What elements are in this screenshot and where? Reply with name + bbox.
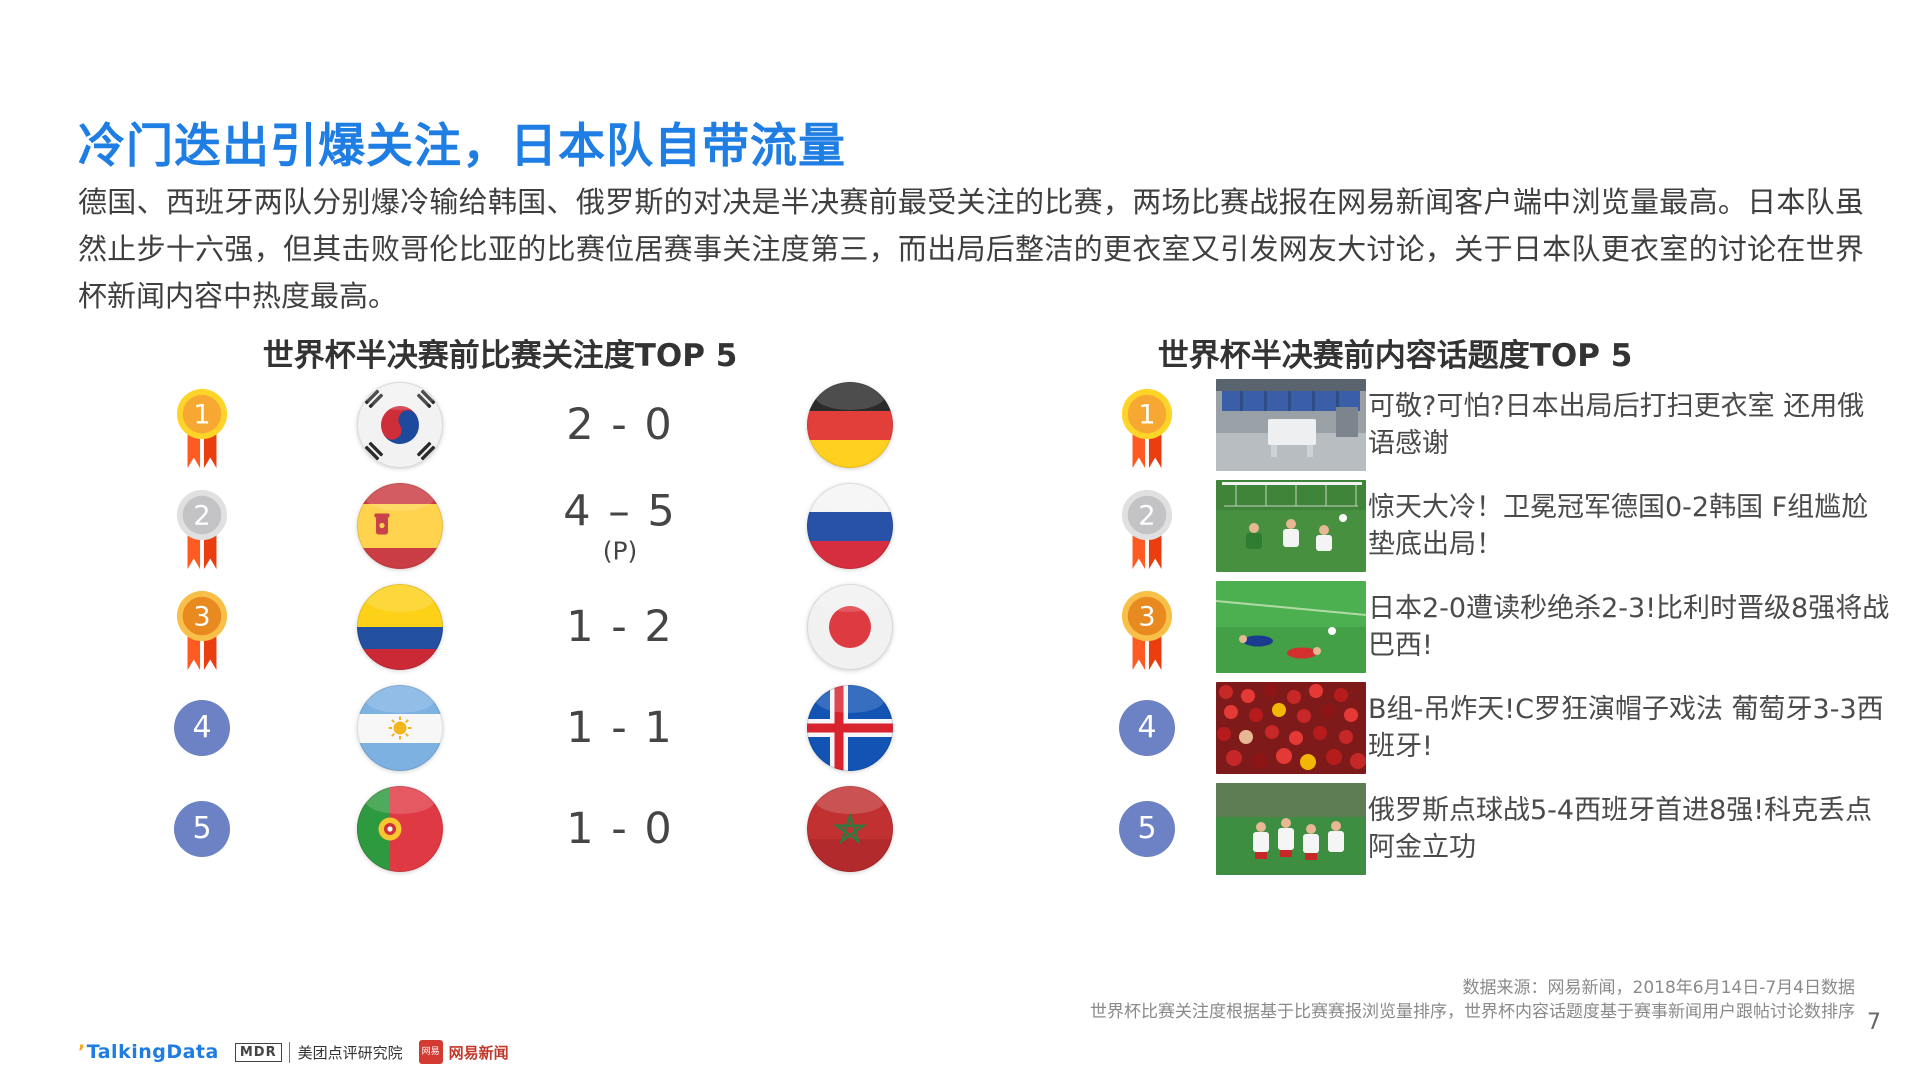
meituan-research-logo: MDR 美团点评研究院 — [234, 1041, 403, 1063]
match-score: 1 - 1 — [506, 703, 734, 753]
match-score: 2 - 0 — [506, 400, 734, 450]
match-ranking-list: 1 2 - 0 2 — [110, 374, 930, 879]
score-value: 1 - 1 — [566, 702, 674, 753]
meituan-research-label: 美团点评研究院 — [288, 1041, 403, 1063]
flag-morocco-icon — [806, 785, 894, 873]
news-thumbnail-players-on-pitch — [1216, 580, 1366, 673]
netease-news-logo: 网易 网易新闻 — [418, 1040, 509, 1064]
rank-1-medal-icon: 1 — [173, 387, 231, 470]
svg-text:3: 3 — [193, 601, 210, 632]
match-row: 5 1 - 0 — [110, 778, 930, 879]
news-headline: 俄罗斯点球战5-4西班牙首进8强!科克丢点阿金立功 — [1368, 794, 1873, 863]
flag-russia-icon — [806, 482, 894, 570]
news-headline: 日本2-0遭读秒绝杀2-3!比利时晋级8强将战巴西! — [1368, 592, 1890, 661]
score-note: (P) — [602, 536, 638, 565]
news-row: 5 俄罗斯点球战5-4西班牙首进8强!科克丢点阿金立功 — [1100, 778, 1900, 879]
talkingdata-logo: ’TalkingData — [78, 1041, 219, 1063]
right-panel-title: 世界杯半决赛前内容话题度TOP 5 — [1157, 337, 1633, 374]
match-row: 3 1 - 2 — [110, 576, 930, 677]
news-row: 4 B组-吊炸天!C罗狂演帽子戏法 葡萄牙3-3西班牙! — [1100, 677, 1900, 778]
news-ranking-list: 1 可敬?可怕?日本出局后打扫更衣室 还用俄语感谢 2 惊天大冷！卫冕冠军德国0… — [1100, 374, 1900, 879]
rank-5-medal-icon: 5 — [1118, 800, 1176, 857]
flag-portugal-icon — [356, 785, 444, 873]
match-score: 4 – 5 (P) — [506, 486, 734, 565]
news-thumbnail-team-celebration — [1216, 782, 1366, 875]
match-row: 1 2 - 0 — [110, 374, 930, 475]
svg-text:3: 3 — [1138, 601, 1155, 632]
rank-3-medal-icon: 3 — [173, 589, 231, 672]
rank-5-medal-icon: 5 — [173, 800, 231, 857]
score-value: 2 - 0 — [566, 399, 674, 450]
match-row: 2 4 – 5 (P) — [110, 475, 930, 576]
rank-2-medal-icon: 2 — [173, 488, 231, 571]
rank-3-medal-icon: 3 — [1118, 589, 1176, 672]
svg-text:2: 2 — [1138, 500, 1155, 531]
news-headline: 惊天大冷！卫冕冠军德国0-2韩国 F组尴尬垫底出局！ — [1368, 491, 1869, 560]
data-source-line: 数据来源：网易新闻，2018年6月14日-7月4日数据 — [1462, 978, 1855, 998]
rank-4-medal-icon: 4 — [1118, 699, 1176, 756]
svg-text:1: 1 — [193, 399, 210, 430]
mdr-mark-icon: MDR — [234, 1042, 282, 1062]
news-row: 2 惊天大冷！卫冕冠军德国0-2韩国 F组尴尬垫底出局！ — [1100, 475, 1900, 576]
flag-colombia-icon — [356, 583, 444, 671]
news-row: 1 可敬?可怕?日本出局后打扫更衣室 还用俄语感谢 — [1100, 374, 1900, 475]
page-title: 冷门迭出引爆关注，日本队自带流量 — [78, 119, 846, 175]
flag-argentina-icon — [356, 684, 444, 772]
flag-germany-icon — [806, 381, 894, 469]
rank-1-medal-icon: 1 — [1118, 387, 1176, 470]
news-row: 3 日本2-0遭读秒绝杀2-3!比利时晋级8强将战巴西! — [1100, 576, 1900, 677]
footer-logos: ’TalkingData MDR 美团点评研究院 网易 网易新闻 — [78, 1038, 509, 1066]
score-value: 4 – 5 — [563, 486, 677, 536]
score-value: 1 - 0 — [566, 803, 674, 854]
flag-south-korea-icon — [356, 381, 444, 469]
flag-japan-icon — [806, 583, 894, 671]
svg-text:1: 1 — [1138, 399, 1155, 430]
footer-notes: 数据来源：网易新闻，2018年6月14日-7月4日数据 世界杯比赛关注度根据基于… — [1090, 976, 1855, 1024]
news-thumbnail-goal-scramble — [1216, 479, 1366, 572]
svg-text:2: 2 — [193, 500, 210, 531]
rank-2-medal-icon: 2 — [1118, 488, 1176, 571]
news-thumbnail-locker-room — [1216, 378, 1366, 471]
news-headline: B组-吊炸天!C罗狂演帽子戏法 葡萄牙3-3西班牙! — [1368, 693, 1884, 762]
match-score: 1 - 2 — [506, 602, 734, 652]
flag-spain-icon — [356, 482, 444, 570]
methodology-line: 世界杯比赛关注度根据基于比赛赛报浏览量排序，世界杯内容话题度基于赛事新闻用户跟帖… — [1090, 1002, 1855, 1022]
netease-mark-icon: 网易 — [418, 1040, 443, 1064]
news-headline: 可敬?可怕?日本出局后打扫更衣室 还用俄语感谢 — [1368, 390, 1865, 459]
netease-news-label: 网易新闻 — [448, 1043, 509, 1062]
match-row: 4 1 - 1 — [110, 677, 930, 778]
rank-4-medal-icon: 4 — [173, 699, 231, 756]
news-thumbnail-crowd-fans — [1216, 681, 1366, 774]
match-score: 1 - 0 — [506, 804, 734, 854]
page-number: 7 — [1867, 1010, 1881, 1035]
score-value: 1 - 2 — [566, 601, 674, 652]
talkingdata-accent-icon: ’ — [78, 1041, 86, 1063]
body-paragraph: 德国、西班牙两队分别爆冷输给韩国、俄罗斯的对决是半决赛前最受关注的比赛，两场比赛… — [78, 185, 1864, 313]
left-panel-title: 世界杯半决赛前比赛关注度TOP 5 — [262, 337, 738, 374]
flag-iceland-icon — [806, 684, 894, 772]
